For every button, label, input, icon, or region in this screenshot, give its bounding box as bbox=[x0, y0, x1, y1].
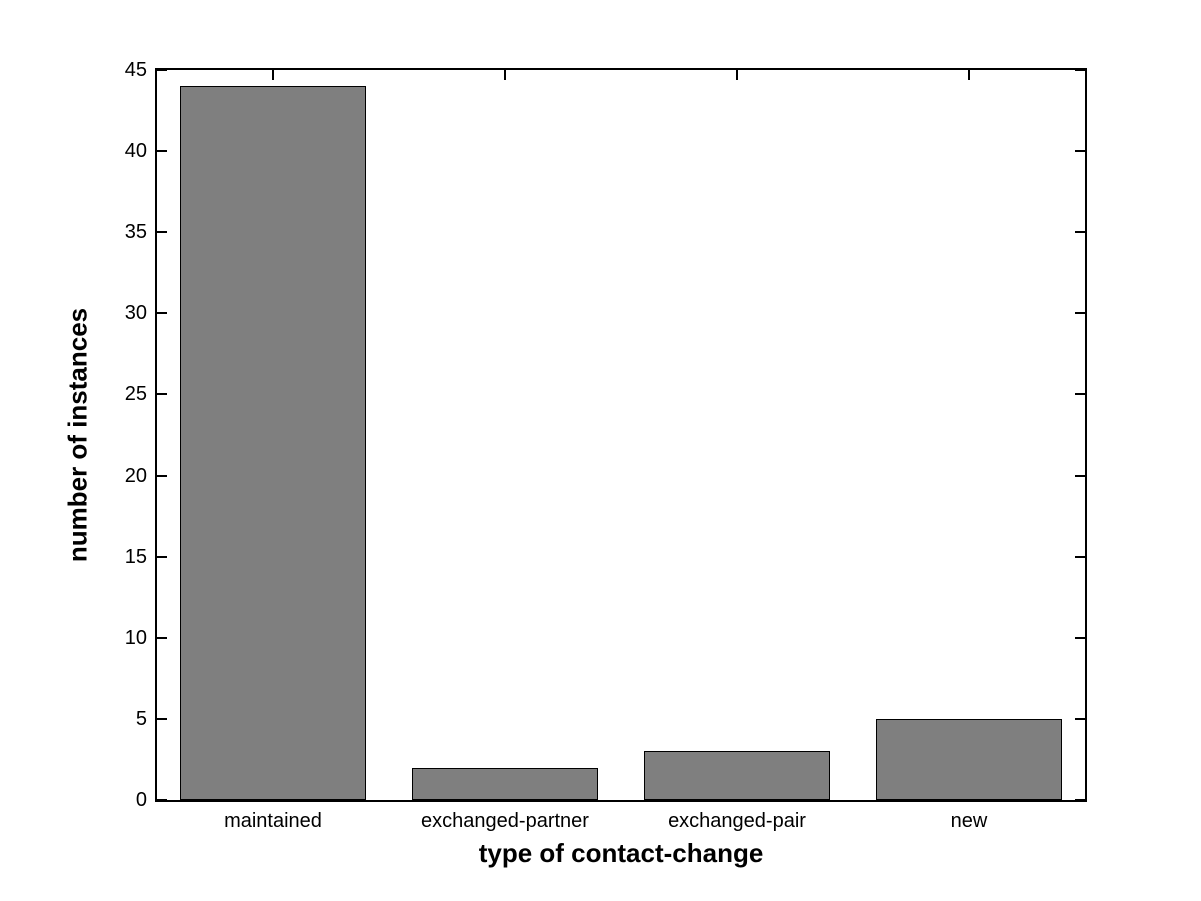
y-tick-label: 30 bbox=[124, 302, 147, 325]
x-tick-label: exchanged-partner bbox=[421, 810, 589, 832]
y-tick-right bbox=[1075, 636, 1085, 639]
bar-new bbox=[876, 718, 1062, 800]
y-tick-left bbox=[157, 231, 167, 234]
y-tick-label: 10 bbox=[124, 626, 147, 649]
y-tick-left bbox=[157, 717, 167, 720]
bars-layer bbox=[157, 70, 1085, 800]
y-tick-right bbox=[1075, 312, 1085, 315]
y-tick-left bbox=[157, 474, 167, 477]
y-tick-right bbox=[1075, 231, 1085, 234]
y-tick-right bbox=[1075, 717, 1085, 720]
x-tick-label: new bbox=[950, 810, 988, 832]
x-tick-top bbox=[968, 70, 970, 80]
y-tick-right bbox=[1075, 799, 1085, 801]
y-tick-label: 25 bbox=[124, 383, 147, 406]
bar-maintained bbox=[180, 86, 366, 800]
y-tick-left bbox=[157, 393, 167, 396]
y-tick-right bbox=[1075, 150, 1085, 153]
y-tick-left bbox=[157, 150, 167, 153]
x-tick-top bbox=[736, 70, 738, 80]
y-tick-label: 35 bbox=[124, 221, 147, 244]
y-tick-right bbox=[1075, 555, 1085, 558]
y-tick-left bbox=[157, 799, 167, 801]
x-axis-label: type of contact-change bbox=[478, 838, 764, 868]
y-tick-left bbox=[157, 312, 167, 315]
y-tick-label: 45 bbox=[124, 59, 147, 81]
y-tick-left bbox=[157, 636, 167, 639]
y-tick-label: 5 bbox=[135, 707, 147, 730]
x-tick-label: exchanged-pair bbox=[668, 810, 806, 832]
x-tick-top bbox=[272, 70, 274, 80]
plot-area bbox=[155, 68, 1087, 802]
bar-exchanged-pair bbox=[644, 751, 830, 800]
y-tick-left bbox=[157, 69, 167, 71]
y-tick-label: 0 bbox=[135, 789, 147, 811]
y-axis-label: number of instances bbox=[62, 307, 93, 563]
y-tick-right bbox=[1075, 474, 1085, 477]
y-tick-right bbox=[1075, 393, 1085, 396]
x-tick-label: maintained bbox=[224, 810, 322, 832]
y-tick-label: 40 bbox=[124, 140, 147, 163]
y-tick-label: 20 bbox=[124, 464, 147, 487]
y-tick-left bbox=[157, 555, 167, 558]
y-tick-label: 15 bbox=[124, 545, 147, 568]
x-tick-top bbox=[504, 70, 506, 80]
y-tick-right bbox=[1075, 69, 1085, 71]
bar-exchanged-partner bbox=[412, 767, 598, 800]
